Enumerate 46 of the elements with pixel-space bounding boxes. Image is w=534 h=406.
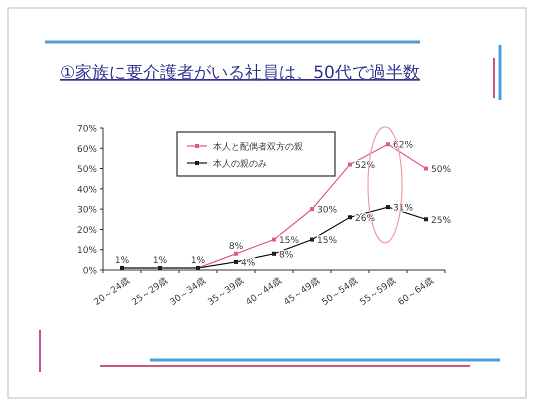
- y-tick-label: 70%: [76, 124, 98, 134]
- data-label: 15%: [317, 236, 338, 246]
- point: [234, 252, 238, 256]
- x-tick-label: 60～64歳: [396, 275, 436, 308]
- point: [310, 207, 314, 212]
- y-tick-label: 50%: [76, 165, 98, 176]
- data-label: 1%: [190, 256, 206, 266]
- chart-title: ①家族に要介護者がいる社員は、50代で過半数: [60, 63, 420, 83]
- y-tick-label: 10%: [76, 246, 98, 256]
- data-label: 1%: [152, 256, 168, 266]
- point: [310, 238, 314, 242]
- y-tick-label: 0%: [82, 266, 98, 276]
- data-label: 50%: [431, 165, 452, 176]
- point: [348, 162, 352, 167]
- point: [424, 166, 428, 171]
- data-label: 8%: [279, 250, 294, 260]
- x-tick-label: 50～54歳: [320, 275, 360, 308]
- point: [272, 238, 276, 242]
- x-tick-label: 25～29歳: [130, 275, 170, 308]
- x-tick-label: 20～24歳: [92, 275, 132, 308]
- point: [348, 215, 352, 220]
- data-label: 30%: [317, 206, 338, 216]
- x-tick-label: 45～49歳: [282, 275, 322, 308]
- point: [386, 205, 390, 210]
- point: [424, 217, 428, 222]
- point: [272, 252, 276, 256]
- data-label: 15%: [279, 236, 300, 246]
- y-tick-label: 40%: [76, 185, 98, 196]
- data-label: 31%: [393, 204, 414, 214]
- point: [386, 142, 390, 146]
- data-label: 4%: [241, 258, 256, 268]
- y-tick-label: 60%: [76, 144, 98, 155]
- data-label: 52%: [355, 161, 376, 172]
- x-tick-label: 55～59歳: [358, 275, 398, 308]
- data-label: 1%: [114, 256, 130, 266]
- data-label: 8%: [228, 242, 244, 252]
- data-label: 26%: [355, 214, 376, 224]
- legend-label: 本人の親のみ: [213, 158, 267, 170]
- y-tick-label: 30%: [76, 206, 98, 216]
- y-tick-label: 20%: [76, 226, 98, 236]
- x-tick-label: 35～39歳: [206, 275, 246, 308]
- x-tick-label: 30～34歳: [168, 275, 208, 308]
- point: [234, 260, 238, 264]
- data-label: 25%: [431, 216, 452, 226]
- legend-label: 本人と配偶者双方の親: [213, 142, 303, 152]
- x-tick-label: 40～44歳: [244, 275, 284, 308]
